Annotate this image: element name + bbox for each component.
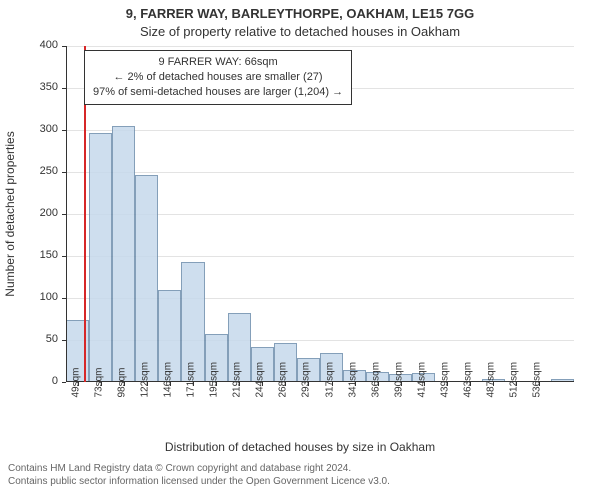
y-axis-line <box>66 46 67 382</box>
y-tick-label: 350 <box>14 81 58 93</box>
histogram-bar <box>89 133 112 382</box>
y-tick-label: 50 <box>14 333 58 345</box>
y-tick-label: 0 <box>14 375 58 387</box>
y-tick-mark <box>62 256 66 257</box>
figure: { "title_line1": "9, FARRER WAY, BARLEYT… <box>0 0 600 500</box>
y-tick-label: 150 <box>14 249 58 261</box>
y-tick-mark <box>62 172 66 173</box>
property-info-box: 9 FARRER WAY: 66sqm ← 2% of detached hou… <box>84 50 352 105</box>
y-tick-label: 200 <box>14 207 58 219</box>
footer-line-1: Contains HM Land Registry data © Crown c… <box>8 462 390 475</box>
footer-attribution: Contains HM Land Registry data © Crown c… <box>8 462 390 488</box>
footer-line-2: Contains public sector information licen… <box>8 475 390 488</box>
gridline <box>66 130 574 131</box>
infobox-line-size: 9 FARRER WAY: 66sqm <box>93 55 343 70</box>
y-tick-mark <box>62 130 66 131</box>
gridline <box>66 46 574 47</box>
y-tick-label: 100 <box>14 291 58 303</box>
y-tick-label: 300 <box>14 123 58 135</box>
y-tick-mark <box>62 382 66 383</box>
y-tick-mark <box>62 46 66 47</box>
y-tick-label: 250 <box>14 165 58 177</box>
y-tick-mark <box>62 214 66 215</box>
x-axis-label: Distribution of detached houses by size … <box>0 440 600 454</box>
chart-title-subtitle: Size of property relative to detached ho… <box>0 24 600 39</box>
infobox-line-larger: 97% of semi-detached houses are larger (… <box>93 85 343 100</box>
histogram-bar <box>112 126 135 382</box>
y-tick-label: 400 <box>14 39 58 51</box>
infobox-line-smaller: ← 2% of detached houses are smaller (27) <box>93 70 343 85</box>
histogram-bar <box>135 175 158 382</box>
chart-title-address: 9, FARRER WAY, BARLEYTHORPE, OAKHAM, LE1… <box>0 6 600 21</box>
y-tick-mark <box>62 340 66 341</box>
y-tick-mark <box>62 298 66 299</box>
gridline <box>66 172 574 173</box>
y-tick-mark <box>62 88 66 89</box>
